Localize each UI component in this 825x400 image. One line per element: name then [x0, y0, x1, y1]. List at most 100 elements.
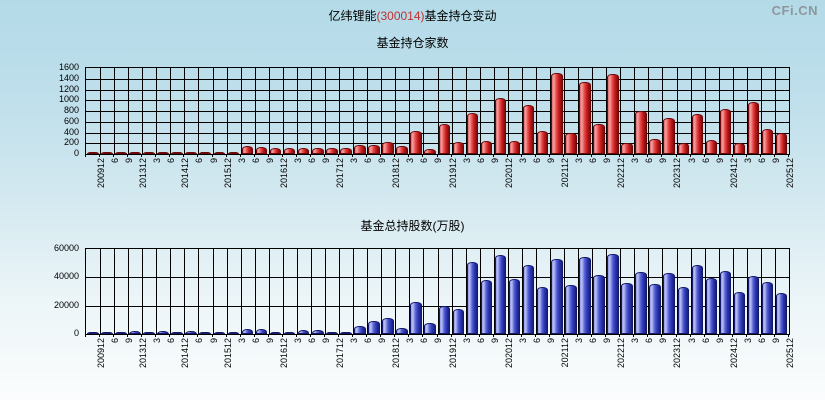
bar — [424, 149, 436, 154]
axis-tick — [338, 154, 340, 157]
axis-tick — [731, 334, 733, 337]
x-tick-label: 200912 — [96, 338, 107, 369]
axis-tick — [450, 334, 452, 337]
axis-tick — [788, 154, 789, 157]
axis-tick — [506, 334, 508, 337]
x-tick-label: 6 — [363, 158, 374, 164]
x-tick-label: 201512 — [222, 158, 233, 189]
axis-tick — [113, 334, 115, 337]
bar — [396, 145, 408, 154]
bar — [143, 331, 155, 334]
x-tick-label: 3 — [742, 158, 753, 164]
x-tick-label: 201912 — [447, 338, 458, 369]
x-tick-label: 6 — [756, 338, 767, 344]
bar — [607, 254, 619, 334]
grid-line-v — [128, 68, 130, 154]
grid-line-v — [606, 249, 608, 334]
grid-line-v — [353, 68, 355, 154]
x-tick-label: 9 — [377, 158, 388, 164]
x-tick-label: 201512 — [222, 338, 233, 369]
x-tick-label: 3 — [349, 158, 360, 164]
x-tick-label: 202412 — [728, 338, 739, 369]
axis-tick — [717, 334, 719, 337]
axis-tick — [183, 154, 185, 157]
x-tick-label: 6 — [531, 338, 542, 344]
axis-tick — [675, 154, 677, 157]
grid-line-v — [676, 68, 678, 154]
grid-line-v — [732, 68, 734, 154]
grid-line-v — [648, 68, 650, 154]
grid-line-v — [100, 68, 102, 154]
grid-line-v — [437, 249, 439, 334]
x-tick-label: 201312 — [138, 158, 149, 189]
bar — [761, 282, 774, 334]
axis-tick — [506, 154, 508, 157]
bar — [340, 332, 352, 334]
chart1-title: 基金持仓家数 — [376, 36, 449, 50]
axis-tick — [759, 334, 761, 337]
grid-line-v — [325, 249, 327, 334]
axis-tick — [745, 334, 747, 337]
axis-tick — [563, 334, 565, 337]
x-tick-label: 9 — [377, 338, 388, 344]
bar — [283, 147, 296, 154]
x-tick-label: 9 — [264, 158, 275, 164]
grid-line-v — [367, 249, 369, 334]
bar — [157, 331, 169, 334]
grid-line-v — [423, 68, 425, 154]
axis-tick — [380, 154, 382, 157]
x-tick-label: 6 — [166, 338, 177, 344]
grid-line-v — [704, 68, 706, 154]
bar — [368, 145, 380, 154]
x-tick-label: 9 — [433, 158, 444, 164]
bar — [326, 332, 338, 334]
axis-tick — [591, 334, 593, 337]
x-tick-label: 202112 — [560, 338, 570, 368]
axis-tick — [141, 334, 143, 337]
y-tick-label: 800 — [63, 105, 79, 115]
bar — [199, 152, 212, 154]
grid-line-v — [240, 68, 242, 154]
x-tick-label: 6 — [194, 158, 205, 164]
x-tick-label: 3 — [405, 338, 416, 344]
axis-tick — [211, 334, 213, 337]
bar — [452, 308, 465, 334]
axis-tick — [253, 154, 255, 157]
grid-line-v — [479, 68, 481, 154]
axis-tick — [267, 154, 269, 157]
axis-tick — [605, 334, 607, 337]
grid-line-v — [367, 68, 369, 154]
y-tick-label: 1600 — [58, 62, 79, 72]
x-tick-label: 3 — [349, 338, 360, 344]
x-tick-label: 202312 — [672, 338, 683, 369]
bar — [101, 332, 113, 334]
bar — [396, 327, 408, 334]
axis-tick — [689, 154, 691, 157]
axis-tick — [85, 334, 86, 337]
bar — [241, 146, 254, 154]
bar — [87, 332, 99, 334]
x-tick-label: 202212 — [616, 158, 627, 189]
x-tick-label: 6 — [588, 158, 599, 164]
title-stock-code: (300014) — [376, 9, 425, 23]
x-tick-label: 9 — [264, 338, 275, 344]
axis-tick — [717, 154, 719, 157]
x-tick-label: 9 — [489, 338, 500, 344]
x-tick-label: 6 — [644, 338, 655, 344]
x-tick-label: 3 — [236, 338, 247, 344]
axis-tick — [366, 334, 368, 337]
y-tick-label: 200 — [63, 137, 79, 148]
axis-tick — [295, 334, 297, 337]
x-tick-label: 9 — [714, 158, 725, 164]
x-tick-label: 3 — [574, 338, 585, 344]
x-tick-label: 202512 — [784, 338, 795, 369]
bar — [283, 332, 296, 334]
x-tick-label: 3 — [292, 158, 303, 164]
x-tick-label: 201712 — [335, 338, 346, 369]
x-tick-label: 6 — [700, 158, 711, 164]
axis-tick — [520, 154, 522, 157]
x-tick-label: 9 — [489, 158, 500, 164]
grid-line-v — [310, 68, 312, 154]
bar — [213, 331, 226, 334]
axis-tick — [619, 154, 621, 157]
